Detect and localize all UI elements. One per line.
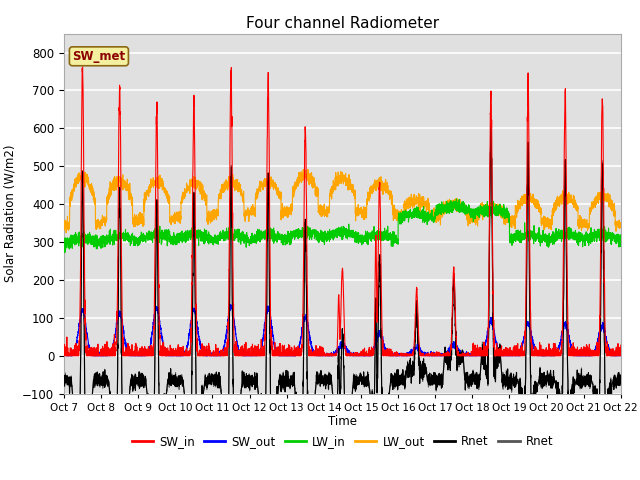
Y-axis label: Solar Radiation (W/m2): Solar Radiation (W/m2) <box>4 145 17 282</box>
Legend: SW_in, SW_out, LW_in, LW_out, Rnet, Rnet: SW_in, SW_out, LW_in, LW_out, Rnet, Rnet <box>127 430 558 453</box>
Text: SW_met: SW_met <box>72 50 125 63</box>
Title: Four channel Radiometer: Four channel Radiometer <box>246 16 439 31</box>
X-axis label: Time: Time <box>328 415 357 429</box>
